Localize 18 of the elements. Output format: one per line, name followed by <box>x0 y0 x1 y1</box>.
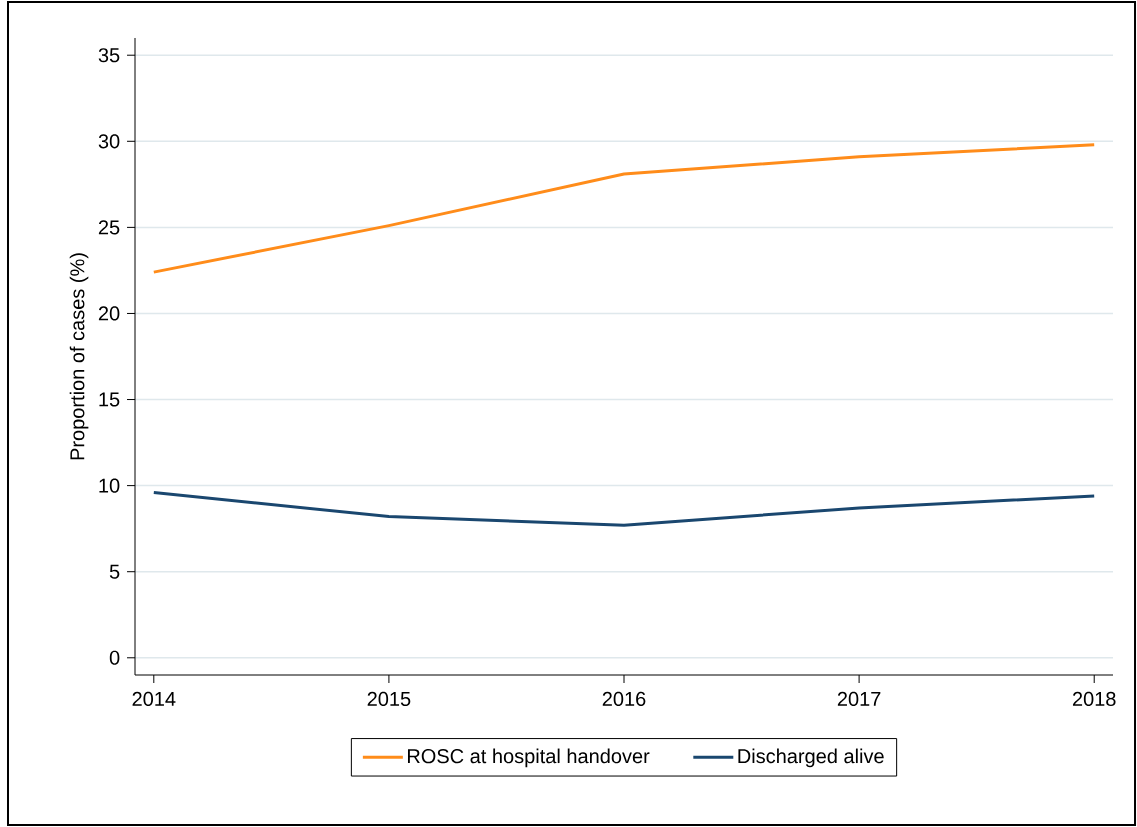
x-tick-label: 2014 <box>132 691 176 707</box>
x-tick-label: 2018 <box>1072 691 1116 707</box>
y-tick-label: 5 <box>109 564 120 579</box>
line-series <box>152 143 1096 274</box>
y-tick-label: 20 <box>98 306 120 321</box>
x-tick-label: 2015 <box>367 691 411 707</box>
y-axis-title: Proportion of cases (%) <box>69 253 89 460</box>
line-series <box>152 491 1096 527</box>
y-tick-label: 15 <box>99 392 120 407</box>
legend-label: ROSC at hospital handover <box>407 748 650 768</box>
y-tick-label: 25 <box>98 220 120 235</box>
y-tick-label: 0 <box>109 650 120 665</box>
x-tick-label: 2017 <box>837 691 881 707</box>
y-tick-label: 30 <box>98 134 120 149</box>
x-tick-label: 2016 <box>602 691 646 707</box>
y-tick-label: 35 <box>98 48 120 63</box>
y-tick-label: 10 <box>99 478 120 493</box>
legend-label: Discharged alive <box>738 748 884 768</box>
